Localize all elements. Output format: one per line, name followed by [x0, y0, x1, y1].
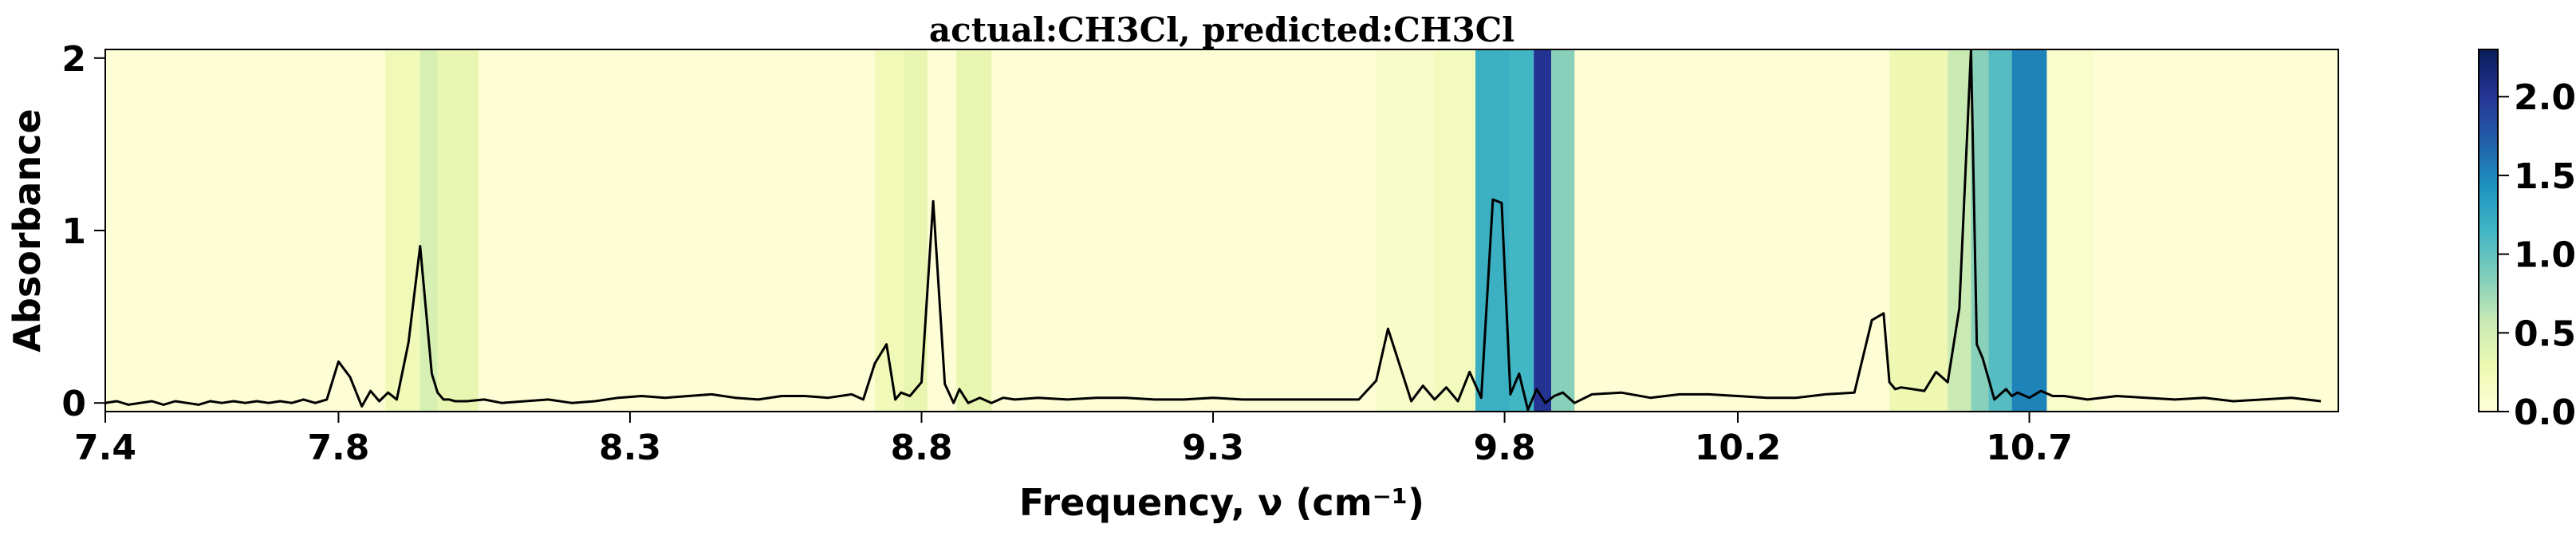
heatmap-band [2011, 49, 2047, 412]
heatmap-band [437, 49, 479, 412]
colorbar-tick-label: 2.0 [2514, 77, 2576, 118]
x-tick-label: 8.3 [599, 428, 661, 468]
heatmap-band [1475, 49, 1511, 412]
colorbar-tick-label: 0.5 [2514, 313, 2576, 354]
y-tick-label: 2 [61, 39, 86, 80]
y-axis-label: Absorbance [6, 108, 49, 352]
x-tick-label: 9.8 [1474, 428, 1536, 468]
heatmap-band [1510, 49, 1534, 412]
heatmap-band [1534, 49, 1552, 412]
heatmap-bands [384, 49, 2093, 412]
heatmap-band [1376, 49, 1435, 412]
y-axis: 0 1 2 [61, 39, 105, 424]
x-tick-label: 9.3 [1182, 428, 1244, 468]
colorbar [2478, 49, 2499, 412]
heatmap-band [1434, 49, 1476, 412]
colorbar-tick-label: 1.5 [2514, 156, 2576, 197]
heatmap-band [1889, 49, 1948, 412]
y-tick-label: 0 [61, 384, 86, 424]
series-line [105, 49, 2322, 412]
chart-title: actual:CH3Cl, predicted:CH3Cl [929, 10, 1514, 49]
x-tick-label: 10.7 [1986, 428, 2073, 468]
heatmap-band [1988, 49, 2012, 412]
heatmap-band [419, 49, 438, 412]
heatmap-band [384, 49, 420, 412]
spectrum-series [105, 49, 2322, 412]
colorbar-tick-label: 0.0 [2514, 392, 2576, 433]
heatmap-band [956, 49, 992, 412]
x-axis-label: Frequency, ν (cm⁻¹) [1019, 481, 1424, 524]
x-tick-label: 7.8 [307, 428, 369, 468]
heatmap-band [875, 49, 904, 412]
x-tick-label: 8.8 [891, 428, 953, 468]
heatmap-band [1551, 49, 1575, 412]
heatmap-band [2046, 49, 2093, 412]
y-tick-label: 1 [61, 211, 86, 252]
colorbar-ticks: 0.0 0.5 1.0 1.5 2.0 [2498, 77, 2576, 433]
x-tick-label: 10.2 [1695, 428, 1782, 468]
x-axis: 7.4 7.8 8.3 8.8 9.3 9.8 10.2 10.7 [74, 412, 2073, 468]
colorbar-tick-label: 1.0 [2514, 235, 2576, 276]
x-tick-label: 7.4 [74, 428, 136, 468]
